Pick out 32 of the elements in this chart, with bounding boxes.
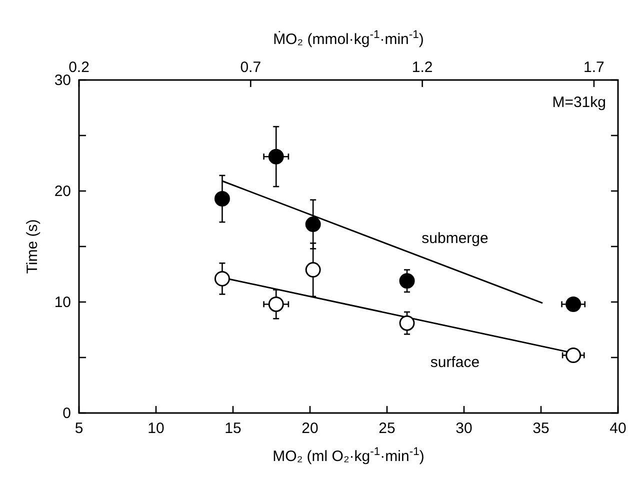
x-tick-label: 5 [74,420,84,437]
x2-axis-title: ṀO₂ (mmol·kg$^{-1}$·min$^{-1}$) [273,29,424,48]
x-tick-label: 10 [148,420,164,437]
point [305,216,321,232]
x2-tick-label: 1.7 [584,59,604,76]
point [268,296,284,312]
annotation: submerge [422,230,488,247]
point [399,273,415,289]
point [399,315,415,331]
point [305,262,321,278]
x-tick-label: 20 [302,420,318,437]
y-tick-label: 20 [54,183,71,200]
annotation: M=31kg [552,94,606,111]
point [214,270,230,286]
y-tick-label: 10 [54,294,71,311]
x-axis-title: MO₂ (ml O₂·kg$^{-1}$·min$^{-1}$) [272,446,424,465]
point [566,296,582,312]
x-tick-label: 35 [532,420,550,437]
x2-tick-label: 1.2 [412,59,433,76]
x-tick-label: 15 [224,420,242,437]
y-tick-label: 30 [54,72,71,89]
x-tick-label: 30 [456,420,472,437]
annotation: surface [430,354,480,371]
x-tick-label: 40 [610,420,626,437]
y-tick-label: 0 [62,405,71,422]
point [268,148,284,164]
x2-tick-label: 0.2 [68,59,90,76]
point [214,191,230,207]
y-axis-title: Time (s) [24,219,41,274]
point [566,348,582,364]
x-tick-label: 25 [378,420,396,437]
x2-tick-label: 0.7 [240,59,262,76]
